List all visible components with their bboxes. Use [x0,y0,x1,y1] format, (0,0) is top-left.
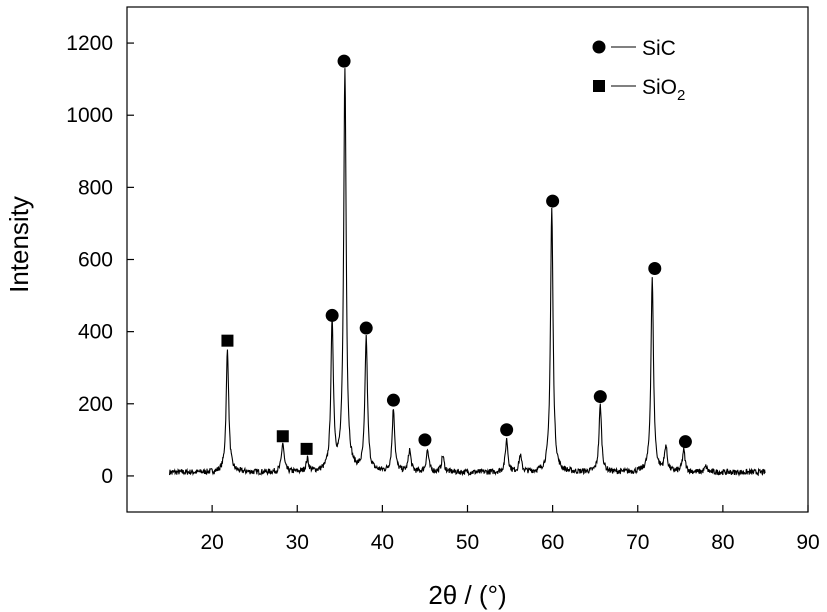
sic-peak-marker [359,321,373,335]
sio2-peak-marker [300,442,313,455]
sic-peak-marker [546,194,560,208]
y-tick-label: 0 [101,465,113,488]
legend-subscript: 2 [677,87,685,104]
y-tick-label: 600 [78,249,113,272]
y-tick-label: 800 [78,176,113,199]
sic-peak-marker [386,393,400,407]
y-tick-label: 200 [78,393,113,416]
x-tick-label: 20 [200,531,223,554]
xrd-pattern-line [169,68,766,477]
sic-peak-marker [678,435,692,449]
series-layer [169,68,766,477]
sio2-peak-marker [276,430,289,443]
x-tick-label: 30 [286,531,309,554]
x-tick-label: 90 [796,531,819,554]
y-tick-label: 400 [78,321,113,344]
markers-layer [221,54,692,455]
x-tick-label: 70 [626,531,649,554]
axis-titles: 2θ / (°) Intensity [4,196,507,610]
x-axis-title: 2θ / (°) [428,580,506,610]
sic-peak-marker [648,262,662,276]
legend-label-sic: SiC [642,37,676,60]
legend-square-icon [593,80,605,92]
sic-peak-marker [325,308,339,322]
x-tick-label: 80 [711,531,734,554]
sic-peak-marker [593,390,607,404]
y-axis-title: Intensity [4,196,34,293]
legend-circle-icon [592,40,606,54]
x-tick-label: 60 [541,531,564,554]
sic-peak-marker [500,423,514,437]
y-tick-label: 1200 [66,32,113,55]
sic-peak-marker [337,54,351,68]
y-tick-label: 1000 [66,104,113,127]
plot-frame [126,6,809,513]
sio2-peak-marker [221,334,234,347]
sic-peak-marker [418,433,432,447]
x-tick-label: 40 [371,531,394,554]
legend: SiC SiO2 [592,37,685,104]
ticks-layer: 20 30 40 50 60 70 80 90 0 200 400 600 800 1000 1200 [66,32,819,554]
legend-label-sio2: SiO2 [642,76,685,104]
x-tick-label: 50 [456,531,479,554]
plot-area [126,6,809,513]
